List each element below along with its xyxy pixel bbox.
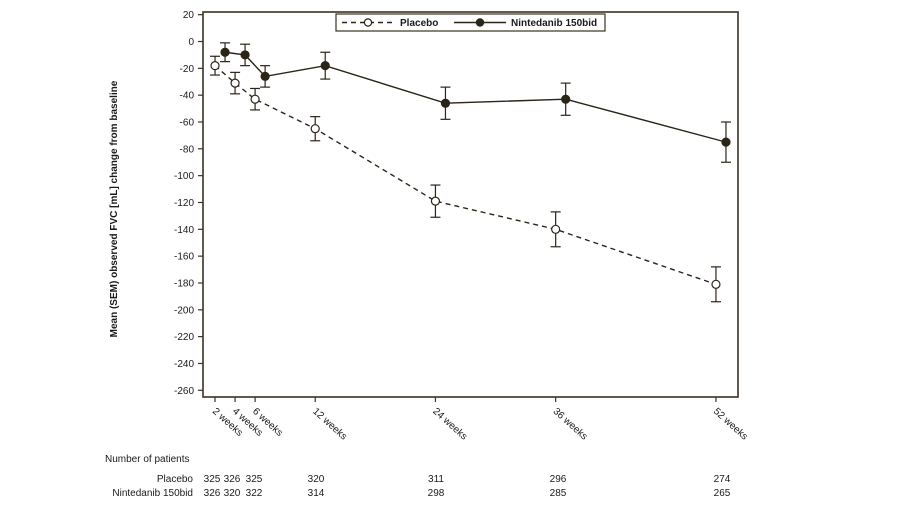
data-point bbox=[711, 279, 721, 289]
legend: Placebo Nintedanib 150bid bbox=[335, 13, 606, 32]
x-tick-label: 24 weeks bbox=[430, 406, 469, 442]
plot-frame bbox=[202, 11, 739, 398]
data-point bbox=[250, 94, 260, 104]
legend-label-nintedanib: Nintedanib 150bid bbox=[511, 18, 597, 29]
y-tick-label: -120 bbox=[174, 198, 194, 209]
y-tick-label: -20 bbox=[180, 64, 195, 75]
patients-count-cell: 296 bbox=[549, 474, 567, 485]
data-point bbox=[240, 50, 250, 60]
y-tick-label: -80 bbox=[180, 144, 195, 155]
y-tick-label: -240 bbox=[174, 359, 194, 370]
x-tick-label: 12 weeks bbox=[310, 406, 349, 442]
data-point bbox=[551, 224, 561, 234]
patients-count-cell: 322 bbox=[245, 488, 263, 499]
data-point bbox=[430, 196, 441, 206]
y-axis-label: Mean (SEM) observed FVC [mL] change from… bbox=[109, 80, 120, 337]
legend-marker-nintedanib bbox=[475, 18, 485, 27]
data-point bbox=[440, 98, 451, 108]
patients-count-cell: 314 bbox=[307, 488, 325, 499]
data-point bbox=[230, 78, 240, 88]
patients-count-cell: 325 bbox=[245, 474, 263, 485]
data-point bbox=[310, 124, 320, 134]
patients-count-cell: 274 bbox=[713, 474, 731, 485]
x-tick-label: 52 weeks bbox=[711, 406, 750, 442]
y-tick-label: -140 bbox=[174, 225, 194, 236]
patients-count-cell: 320 bbox=[307, 474, 325, 485]
x-tick-label: 36 weeks bbox=[551, 406, 590, 442]
patients-count-cell: 320 bbox=[223, 488, 241, 499]
y-tick-label: -160 bbox=[174, 252, 194, 263]
patients-count-cell: 311 bbox=[428, 474, 444, 485]
data-point bbox=[220, 47, 230, 57]
patients-count-cell: 325 bbox=[203, 474, 221, 485]
series-nintedanib bbox=[220, 42, 731, 163]
y-tick-label: -200 bbox=[174, 305, 194, 316]
data-point bbox=[210, 61, 220, 71]
data-point bbox=[721, 137, 731, 147]
y-tick-label: -180 bbox=[174, 278, 194, 289]
series-line bbox=[224, 51, 727, 143]
y-tick-label: 0 bbox=[188, 37, 194, 48]
patients-row-label: Placebo bbox=[156, 474, 193, 485]
legend-label-placebo: Placebo bbox=[400, 18, 438, 29]
patients-count-cell: 326 bbox=[223, 474, 241, 485]
y-tick-label: -40 bbox=[180, 91, 195, 102]
fvc-change-chart: 20 0 -20 -40 -60 -80 -100 -120 -140 -160 -180 -200 -… bbox=[109, 10, 750, 442]
series-placebo bbox=[210, 55, 721, 303]
patients-table-title: Number of patients bbox=[105, 454, 190, 465]
patients-count-cell: 265 bbox=[713, 488, 731, 499]
data-point bbox=[320, 61, 330, 71]
y-tick-label: -260 bbox=[174, 386, 194, 397]
patients-count-cell: 326 bbox=[203, 488, 221, 499]
y-tick-label: 20 bbox=[183, 10, 195, 21]
data-point bbox=[561, 94, 571, 104]
y-tick-label: -220 bbox=[174, 332, 194, 343]
y-tick-label: -100 bbox=[174, 171, 194, 182]
patients-row-label: Nintedanib 150bid bbox=[112, 488, 193, 499]
y-tick-label: -60 bbox=[180, 118, 195, 129]
series-line bbox=[214, 65, 717, 285]
legend-marker-placebo bbox=[363, 18, 373, 27]
patients-count-cell: 285 bbox=[549, 488, 567, 499]
patients-count-cell: 298 bbox=[427, 488, 445, 499]
data-point bbox=[260, 71, 270, 81]
